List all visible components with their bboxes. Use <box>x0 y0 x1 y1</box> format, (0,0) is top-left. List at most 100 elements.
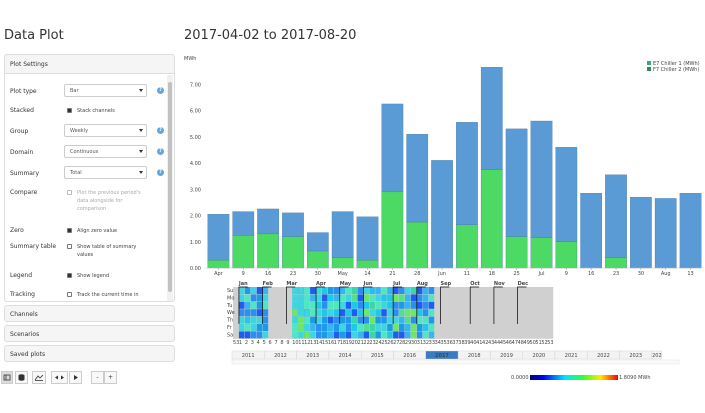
heatmap-cell[interactable] <box>422 294 429 302</box>
heatmap-cell[interactable] <box>333 287 340 294</box>
heatmap-cell[interactable] <box>393 287 399 294</box>
heatmap-cell[interactable] <box>292 294 298 302</box>
heatmap-cell[interactable] <box>399 324 405 331</box>
heatmap-cell[interactable] <box>387 287 393 294</box>
heatmap-cell[interactable] <box>345 331 352 339</box>
timeline-track[interactable] <box>231 359 680 365</box>
heatmap-cell[interactable] <box>304 301 310 309</box>
heatmap-cell[interactable] <box>339 287 346 294</box>
heatmap-cell[interactable] <box>375 301 381 309</box>
heatmap-cell[interactable] <box>238 294 245 302</box>
heatmap-cell[interactable] <box>327 324 334 331</box>
bar-series-2[interactable] <box>232 235 255 269</box>
heatmap-cell[interactable] <box>428 294 435 302</box>
heatmap-cell[interactable] <box>416 287 423 294</box>
heatmap-cell[interactable] <box>357 324 364 331</box>
heatmap-cell[interactable] <box>298 287 304 294</box>
stacked-checkbox[interactable] <box>67 108 72 113</box>
heatmap-cell[interactable] <box>345 287 352 294</box>
bar-series-1[interactable] <box>282 212 304 237</box>
heatmap-cell[interactable] <box>363 294 369 302</box>
heatmap-cell[interactable] <box>375 331 381 339</box>
heatmap-cell[interactable] <box>410 287 417 294</box>
year-tab[interactable] <box>651 350 663 360</box>
heatmap-cell[interactable] <box>304 331 310 339</box>
heatmap-cell[interactable] <box>333 331 340 339</box>
bar-series-2[interactable] <box>257 233 279 269</box>
heatmap-cell[interactable] <box>381 287 387 294</box>
heatmap-cell[interactable] <box>363 309 369 317</box>
heatmap-cell[interactable] <box>345 294 352 302</box>
bar-series-2[interactable] <box>381 191 404 269</box>
heatmap-cell[interactable] <box>351 324 358 331</box>
help-icon[interactable]: ? <box>157 169 164 176</box>
heatmap-cell[interactable] <box>375 287 381 294</box>
bar-series-2[interactable] <box>456 224 478 269</box>
zoom-out-button[interactable]: - <box>91 371 104 384</box>
heatmap-cell[interactable] <box>316 301 322 309</box>
bar-series-1[interactable] <box>381 103 404 193</box>
heatmap-cell[interactable] <box>298 331 304 339</box>
heatmap-cell[interactable] <box>393 324 399 331</box>
heatmap-cell[interactable] <box>327 316 334 324</box>
heatmap-cell[interactable] <box>339 324 346 331</box>
heatmap-cell[interactable] <box>256 294 263 302</box>
bar-series-1[interactable] <box>654 198 677 269</box>
domain-select[interactable]: Continuous <box>64 145 147 158</box>
heatmap-cell[interactable] <box>416 324 423 331</box>
heatmap-cell[interactable] <box>238 301 245 309</box>
heatmap-cell[interactable] <box>404 324 411 331</box>
heatmap-cell[interactable] <box>298 294 304 302</box>
heatmap-cell[interactable] <box>316 324 322 331</box>
heatmap-cell[interactable] <box>250 294 257 302</box>
heatmap-cell[interactable] <box>399 294 405 302</box>
zero-checkbox[interactable] <box>67 228 72 233</box>
heatmap-cell[interactable] <box>304 287 310 294</box>
heatmap-cell[interactable] <box>310 309 316 317</box>
heatmap-cell[interactable] <box>422 287 429 294</box>
bar-series-1[interactable] <box>356 216 379 261</box>
heatmap-cell[interactable] <box>250 316 257 324</box>
heatmap-cell[interactable] <box>250 309 257 317</box>
heatmap-cell[interactable] <box>393 294 399 302</box>
zoom-in-button[interactable]: + <box>104 371 117 384</box>
group-select[interactable]: Weekly <box>64 124 147 137</box>
heatmap-cell[interactable] <box>333 309 340 317</box>
heatmap-cell[interactable] <box>428 301 435 309</box>
heatmap-cell[interactable] <box>345 316 352 324</box>
heatmap-cell[interactable] <box>244 301 251 309</box>
heatmap-cell[interactable] <box>316 316 322 324</box>
bar-series-1[interactable] <box>331 211 354 258</box>
bar-series-1[interactable] <box>406 133 429 223</box>
heatmap-cell[interactable] <box>244 316 251 324</box>
heatmap-cell[interactable] <box>369 301 375 309</box>
heatmap-cell[interactable] <box>298 324 304 331</box>
heatmap-cell[interactable] <box>316 287 322 294</box>
heatmap-cell[interactable] <box>262 324 269 331</box>
database-button[interactable] <box>15 371 28 384</box>
heatmap-cell[interactable] <box>250 287 257 294</box>
heatmap-cell[interactable] <box>238 316 245 324</box>
heatmap-cell[interactable] <box>369 287 375 294</box>
heatmap-cell[interactable] <box>339 301 346 309</box>
heatmap-cell[interactable] <box>256 324 263 331</box>
heatmap-cell[interactable] <box>363 331 369 339</box>
bar-series-2[interactable] <box>331 257 354 269</box>
heatmap-cell[interactable] <box>422 331 429 339</box>
heatmap-cell[interactable] <box>316 331 322 339</box>
bar-series-2[interactable] <box>530 237 553 269</box>
heatmap-cell[interactable] <box>387 301 393 309</box>
summary-select[interactable]: Total <box>64 166 147 179</box>
heatmap-cell[interactable] <box>357 316 364 324</box>
heatmap-cell[interactable] <box>250 301 257 309</box>
heatmap-cell[interactable] <box>410 301 417 309</box>
heatmap-cell[interactable] <box>399 309 405 317</box>
heatmap-cell[interactable] <box>375 324 381 331</box>
bar-series-1[interactable] <box>679 193 702 269</box>
heatmap-cell[interactable] <box>262 301 269 309</box>
heatmap-cell[interactable] <box>416 301 423 309</box>
heatmap-cell[interactable] <box>292 287 298 294</box>
heatmap-cell[interactable] <box>410 331 417 339</box>
heatmap-cell[interactable] <box>428 331 435 339</box>
heatmap-cell[interactable] <box>310 294 316 302</box>
